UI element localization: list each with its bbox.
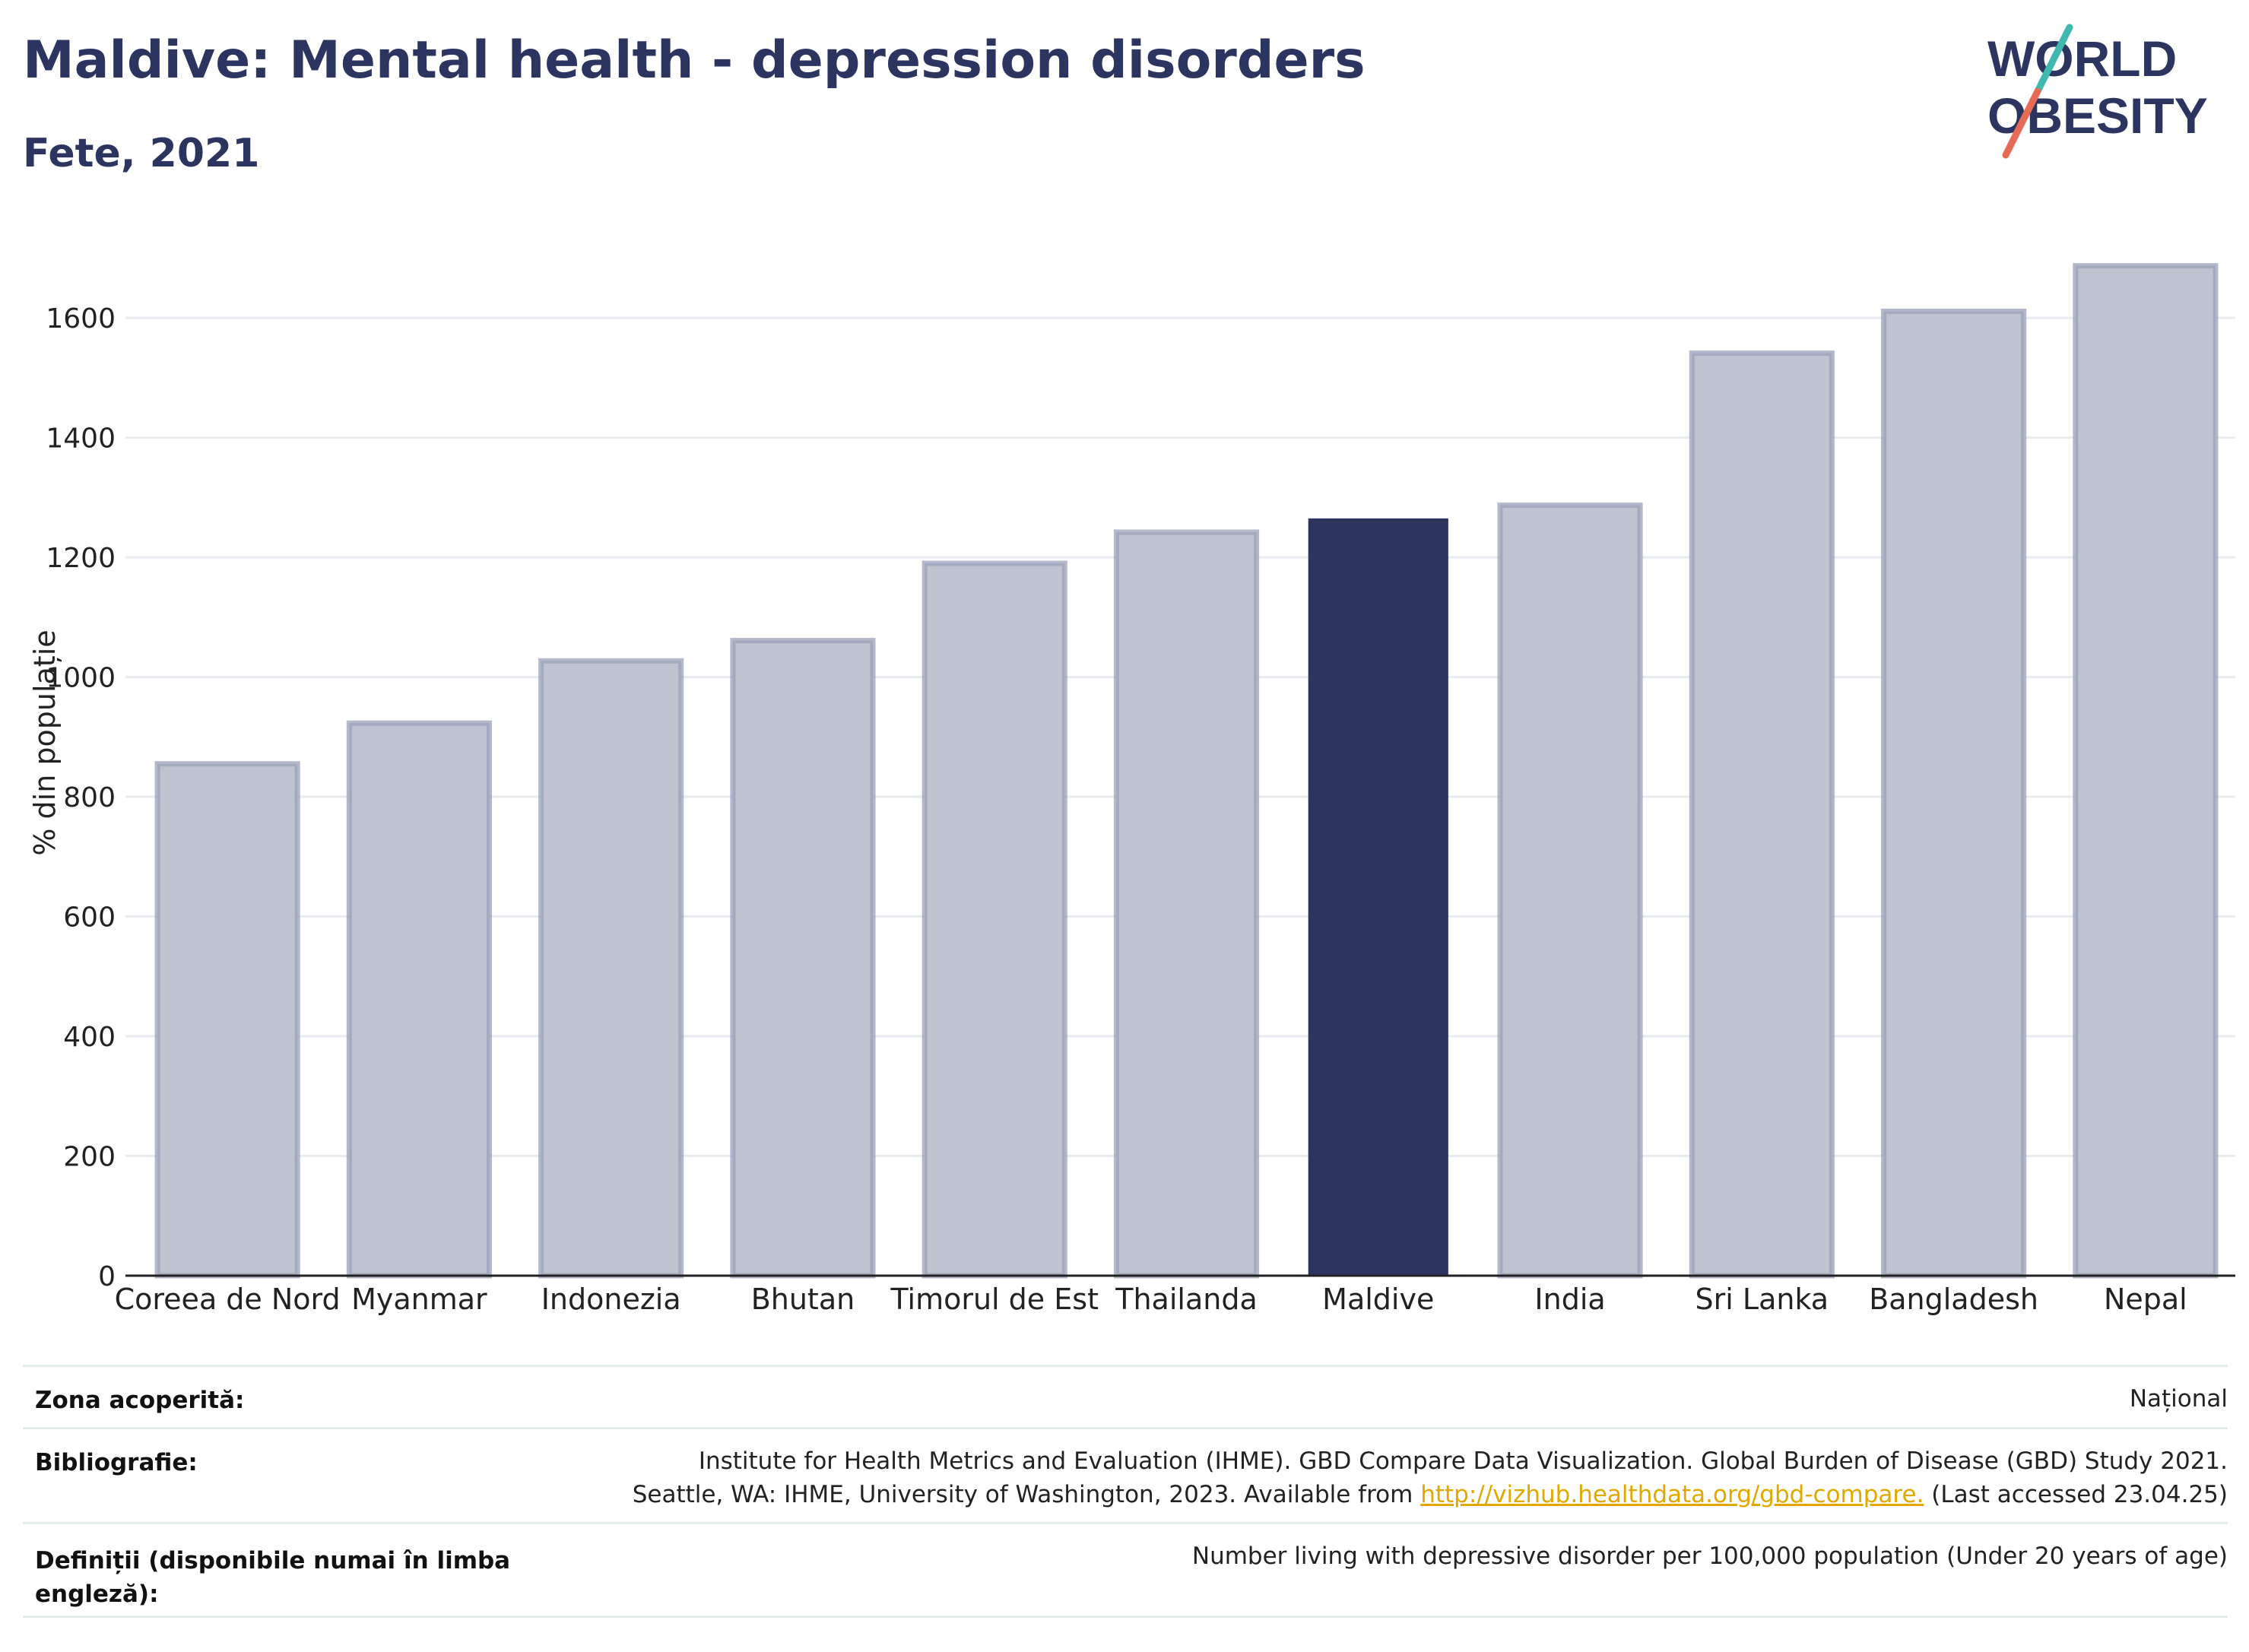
x-tick-label: Myanmar <box>351 1283 487 1316</box>
y-tick-label: 800 <box>63 782 116 813</box>
y-tick-label: 1000 <box>46 663 116 694</box>
bar-nepal <box>2073 263 2219 1279</box>
bar-timorul-de-est <box>921 560 1067 1279</box>
y-tick-label: 1600 <box>46 303 116 335</box>
bibliography-line2-pre: Seattle, WA: IHME, University of Washing… <box>632 1481 1421 1508</box>
x-tick-label: Bangladesh <box>1869 1283 2038 1316</box>
definitions-row: Definiții (disponibile numai în limba en… <box>23 1522 2228 1617</box>
x-tick-label: Nepal <box>2104 1283 2187 1316</box>
definitions-label-line1: Definiții (disponibile numai în limba <box>35 1547 511 1574</box>
x-tick-labels: Coreea de Nord Myanmar Indonezia Bhutan Timo… <box>115 1283 2187 1316</box>
x-tick-label: India <box>1534 1283 1605 1316</box>
bibliography-line2-post: (Last accessed 23.04.25) <box>1924 1481 2228 1508</box>
logo-slash-top <box>2034 24 2073 95</box>
x-tick-label: Sri Lanka <box>1695 1283 1829 1316</box>
x-tick-label: Thailanda <box>1115 1283 1257 1316</box>
definitions-value: Number living with depressive disorder p… <box>1191 1543 2228 1570</box>
y-tick-label: 600 <box>63 902 116 934</box>
bar-bhutan <box>730 638 876 1279</box>
bar-thailanda <box>1113 529 1260 1279</box>
chart-title: Maldive: Mental health - depression diso… <box>23 30 1366 90</box>
coverage-value: Național <box>2129 1385 2228 1413</box>
definitions-label-line2: engleză): <box>35 1581 159 1608</box>
bar-bangladesh <box>1881 308 2027 1279</box>
bar-sri-lanka <box>1689 350 1835 1279</box>
x-tick-label: Bhutan <box>751 1283 855 1316</box>
x-tick-label: Indonezia <box>541 1283 681 1316</box>
y-tick-labels: 0 200 400 600 800 1000 1200 1400 1600 <box>46 303 116 1292</box>
world-obesity-logo: WORLD OBESITY <box>1987 24 2208 159</box>
bar-india <box>1497 503 1643 1279</box>
y-tick-label: 1400 <box>46 423 116 455</box>
y-tick-label: 1200 <box>46 543 116 574</box>
bar-coreea-de-nord <box>154 761 300 1279</box>
bibliography-text: Institute for Health Metrics and Evaluat… <box>633 1444 2228 1511</box>
bibliography-row: Bibliografie: Institute for Health Metri… <box>23 1427 2228 1524</box>
bibliography-line2: Seattle, WA: IHME, University of Washing… <box>633 1478 2228 1511</box>
bibliography-label: Bibliografie: <box>35 1449 198 1476</box>
bottom-divider <box>23 1616 2228 1618</box>
coverage-row: Zona acoperită: Național <box>23 1365 2228 1428</box>
bars <box>154 263 2219 1279</box>
bibliography-link[interactable]: http://vizhub.healthdata.org/gbd-compare… <box>1420 1481 1924 1508</box>
bar-maldive <box>1308 518 1448 1276</box>
y-tick-label: 0 <box>98 1261 116 1292</box>
coverage-label: Zona acoperită: <box>35 1387 245 1414</box>
bibliography-line1: Institute for Health Metrics and Evaluat… <box>698 1447 2228 1475</box>
x-tick-label: Maldive <box>1322 1283 1434 1316</box>
x-tick-label: Timorul de Est <box>890 1283 1099 1316</box>
logo-line1: WORLD <box>1987 30 2177 87</box>
bar-myanmar <box>346 720 492 1279</box>
bar-chart: 0 200 400 600 800 1000 1200 1400 1600 Coreea de … <box>28 263 2235 1316</box>
y-tick-label: 400 <box>63 1022 116 1053</box>
x-tick-label: Coreea de Nord <box>115 1283 341 1316</box>
logo-slash-bottom <box>2002 87 2041 159</box>
bar-indonezia <box>538 658 684 1279</box>
y-tick-label: 200 <box>63 1142 116 1173</box>
definitions-label: Definiții (disponibile numai în limba en… <box>35 1544 510 1611</box>
chart-subtitle: Fete, 2021 <box>23 131 260 176</box>
y-axis-label: % din populație <box>28 629 62 855</box>
